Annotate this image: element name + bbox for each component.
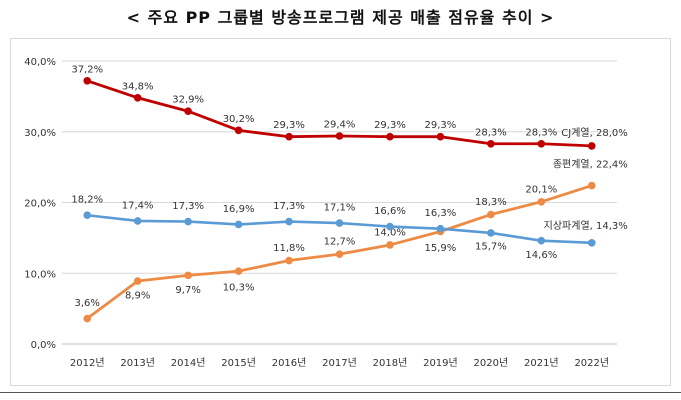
series-1-point bbox=[436, 132, 445, 141]
bottom-divider bbox=[0, 392, 681, 393]
series-1-point bbox=[133, 93, 142, 102]
data-label: 17,3% bbox=[172, 201, 204, 212]
data-label: 18,3% bbox=[475, 197, 507, 208]
series-2-point bbox=[234, 267, 243, 275]
data-label: 28,3% bbox=[525, 127, 557, 138]
series-1-point bbox=[587, 142, 596, 150]
data-label: 14,0% bbox=[374, 227, 406, 238]
y-tick-label: 30,0% bbox=[24, 128, 56, 139]
chart-frame bbox=[10, 38, 671, 386]
data-label: 9,7% bbox=[175, 285, 200, 296]
series-3-point bbox=[436, 224, 445, 233]
data-label: 29,3% bbox=[273, 120, 305, 131]
data-label: 30,2% bbox=[223, 114, 255, 125]
data-label: 17,1% bbox=[324, 203, 356, 214]
data-label: 28,3% bbox=[475, 127, 507, 138]
x-tick-label: 2015년 bbox=[221, 357, 256, 369]
x-tick-label: 2022년 bbox=[574, 357, 609, 369]
y-tick-label: 40,0% bbox=[24, 57, 56, 68]
chart-title: < 주요 PP 그룹별 방송프로그램 제공 매출 점유율 추이 > bbox=[126, 8, 555, 27]
series-2-point bbox=[386, 241, 394, 249]
y-tick-label: 10,0% bbox=[24, 269, 56, 280]
series-2-point bbox=[487, 210, 495, 219]
data-label: 32,9% bbox=[172, 95, 204, 106]
series-2-point bbox=[184, 271, 192, 280]
data-label: 37,2% bbox=[71, 64, 103, 75]
data-label: 29,3% bbox=[425, 120, 457, 131]
data-label: 3,6% bbox=[75, 298, 100, 309]
series-3-point bbox=[133, 217, 142, 225]
y-tick-label: 20,0% bbox=[24, 199, 56, 210]
data-label: 18,2% bbox=[71, 195, 103, 206]
x-tick-label: 2017년 bbox=[322, 357, 357, 369]
data-label: 20,1% bbox=[525, 184, 557, 195]
x-tick-label: 2018년 bbox=[373, 357, 408, 369]
series-2-point bbox=[133, 277, 142, 285]
x-tick-label: 2021년 bbox=[524, 357, 559, 369]
series-1-point bbox=[285, 132, 293, 141]
series-3-point bbox=[83, 211, 92, 220]
series-end-label: 지상파계열, 14,3% bbox=[544, 220, 628, 232]
x-tick-label: 2013년 bbox=[120, 357, 155, 369]
data-label: 29,4% bbox=[324, 119, 356, 130]
data-label: 16,6% bbox=[374, 206, 406, 217]
data-label: 17,3% bbox=[273, 201, 305, 212]
series-1-point bbox=[487, 139, 495, 148]
series-1-point bbox=[335, 132, 344, 140]
data-label: 16,3% bbox=[425, 208, 457, 219]
data-label: 29,3% bbox=[374, 120, 406, 131]
data-label: 16,9% bbox=[223, 204, 255, 215]
series-3-point bbox=[184, 217, 192, 226]
data-label: 12,7% bbox=[324, 237, 356, 248]
x-tick-label: 2012년 bbox=[70, 357, 105, 369]
data-label: 17,4% bbox=[122, 200, 154, 211]
series-end-label: 종편계열, 22,4% bbox=[553, 159, 628, 171]
series-2-point bbox=[285, 256, 293, 265]
data-label: 8,9% bbox=[125, 291, 150, 302]
series-3-point bbox=[335, 219, 344, 227]
data-label: 10,3% bbox=[223, 283, 255, 294]
series-3-point bbox=[234, 220, 243, 229]
series-2-point bbox=[537, 197, 546, 206]
data-label: 15,7% bbox=[475, 241, 507, 252]
series-3-point bbox=[487, 229, 495, 237]
series-3-point bbox=[386, 222, 394, 231]
x-tick-label: 2020년 bbox=[474, 357, 509, 369]
series-3-point bbox=[587, 239, 596, 247]
series-2-point bbox=[587, 181, 596, 190]
y-tick-label: 0,0% bbox=[31, 340, 56, 351]
x-tick-label: 2016년 bbox=[272, 357, 307, 369]
series-1-point bbox=[234, 126, 243, 135]
series-3-point bbox=[285, 217, 293, 226]
series-1-point bbox=[386, 132, 394, 141]
series-2-point bbox=[83, 314, 92, 323]
data-label: 15,9% bbox=[425, 243, 457, 254]
x-tick-label: 2014년 bbox=[171, 357, 206, 369]
series-1-point bbox=[537, 139, 546, 148]
series-end-label: CJ계열, 28,0% bbox=[561, 127, 627, 139]
series-3-point bbox=[537, 236, 546, 245]
data-label: 34,8% bbox=[122, 81, 154, 92]
series-1-point bbox=[184, 107, 192, 116]
data-label: 14,6% bbox=[525, 250, 557, 261]
x-tick-label: 2019년 bbox=[423, 357, 458, 369]
data-label: 11,8% bbox=[273, 243, 305, 254]
series-1-point bbox=[83, 77, 92, 85]
series-2-point bbox=[335, 250, 344, 258]
